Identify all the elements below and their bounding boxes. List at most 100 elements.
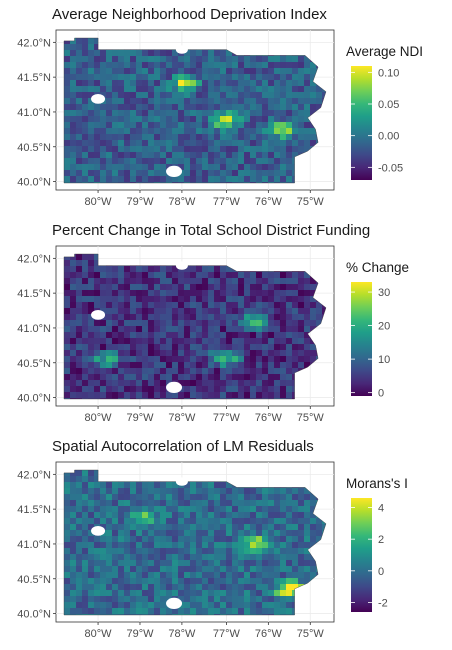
district-cell: [76, 122, 83, 129]
district-cell: [100, 290, 107, 297]
district-cell: [214, 368, 221, 375]
district-cell: [172, 392, 179, 399]
district-cell: [202, 596, 209, 603]
district-cell: [106, 536, 113, 543]
district-cell: [256, 560, 263, 567]
district-cell: [94, 86, 101, 93]
district-cell: [130, 506, 137, 513]
district-cell: [178, 332, 185, 339]
district-cell: [190, 614, 197, 615]
district-cell: [274, 500, 281, 507]
district-cell: [82, 350, 89, 357]
district-cell: [178, 398, 185, 399]
district-cell: [130, 368, 137, 375]
district-cell: [208, 548, 215, 555]
district-cell: [280, 290, 287, 297]
district-cell: [112, 110, 119, 117]
district-cell: [226, 542, 233, 549]
district-cell: [202, 374, 209, 381]
district-cell: [238, 68, 245, 75]
district-cell: [130, 362, 137, 369]
district-cell: [226, 536, 233, 543]
district-cell: [298, 302, 305, 309]
district-cell: [250, 164, 257, 171]
district-cell: [304, 530, 311, 537]
district-cell: [130, 134, 137, 141]
district-cell: [280, 548, 287, 555]
district-cell: [220, 338, 227, 345]
district-cell: [214, 596, 221, 603]
district-cell: [172, 296, 179, 303]
district-cell: [160, 104, 167, 111]
district-cell: [262, 290, 269, 297]
district-cell: [112, 272, 119, 279]
district-cell: [76, 272, 83, 279]
district-cell: [106, 74, 113, 81]
district-cell: [70, 62, 77, 69]
district-cell: [112, 176, 119, 183]
district-cell: [106, 98, 113, 105]
district-cell: [304, 290, 311, 297]
district-cell: [196, 158, 203, 165]
district-cell: [178, 272, 185, 279]
district-cell: [172, 572, 179, 579]
district-cell: [232, 338, 239, 345]
district-cell: [76, 548, 83, 555]
district-cell: [238, 86, 245, 93]
district-cell: [154, 104, 161, 111]
district-cell: [250, 170, 257, 177]
district-cell: [70, 398, 77, 399]
district-cell: [70, 152, 77, 159]
district-cell: [82, 518, 89, 525]
district-cell: [238, 152, 245, 159]
district-cell: [154, 530, 161, 537]
district-cell: [250, 512, 257, 519]
district-cell: [148, 488, 155, 495]
district-cell: [76, 50, 83, 57]
district-cell: [226, 308, 233, 315]
district-cell: [130, 320, 137, 327]
district-cell: [82, 44, 89, 51]
district-cell: [196, 74, 203, 81]
district-cell: [166, 500, 173, 507]
district-cell: [184, 110, 191, 117]
district-cell: [130, 554, 137, 561]
district-cell: [148, 530, 155, 537]
district-cell: [268, 56, 275, 63]
district-cell: [286, 272, 293, 279]
district-cell: [142, 158, 149, 165]
district-cell: [202, 98, 209, 105]
district-cell: [244, 524, 251, 531]
district-cell: [64, 128, 71, 135]
district-cell: [262, 278, 269, 285]
district-cell: [220, 164, 227, 171]
district-cell: [154, 344, 161, 351]
district-cell: [178, 122, 185, 129]
district-cell: [136, 50, 143, 57]
district-cell: [154, 308, 161, 315]
district-cell: [250, 344, 257, 351]
district-cell: [274, 170, 281, 177]
district-cell: [208, 56, 215, 63]
district-cell: [76, 284, 83, 291]
district-cell: [202, 368, 209, 375]
district-cell: [226, 326, 233, 333]
district-cell: [292, 128, 299, 135]
district-cell: [106, 122, 113, 129]
district-cell: [250, 356, 257, 363]
district-cell: [76, 296, 83, 303]
district-cell: [280, 530, 287, 537]
district-cell: [118, 512, 125, 519]
district-cell: [88, 278, 95, 285]
district-cell: [88, 356, 95, 363]
district-cell: [88, 98, 95, 105]
district-cell: [316, 98, 323, 105]
district-cell: [268, 536, 275, 543]
district-cell: [226, 578, 233, 585]
district-cell: [298, 356, 305, 363]
district-cell: [274, 548, 281, 555]
district-cell: [142, 560, 149, 567]
district-cell: [256, 272, 263, 279]
district-cell: [76, 494, 83, 501]
district-cell: [250, 122, 257, 129]
